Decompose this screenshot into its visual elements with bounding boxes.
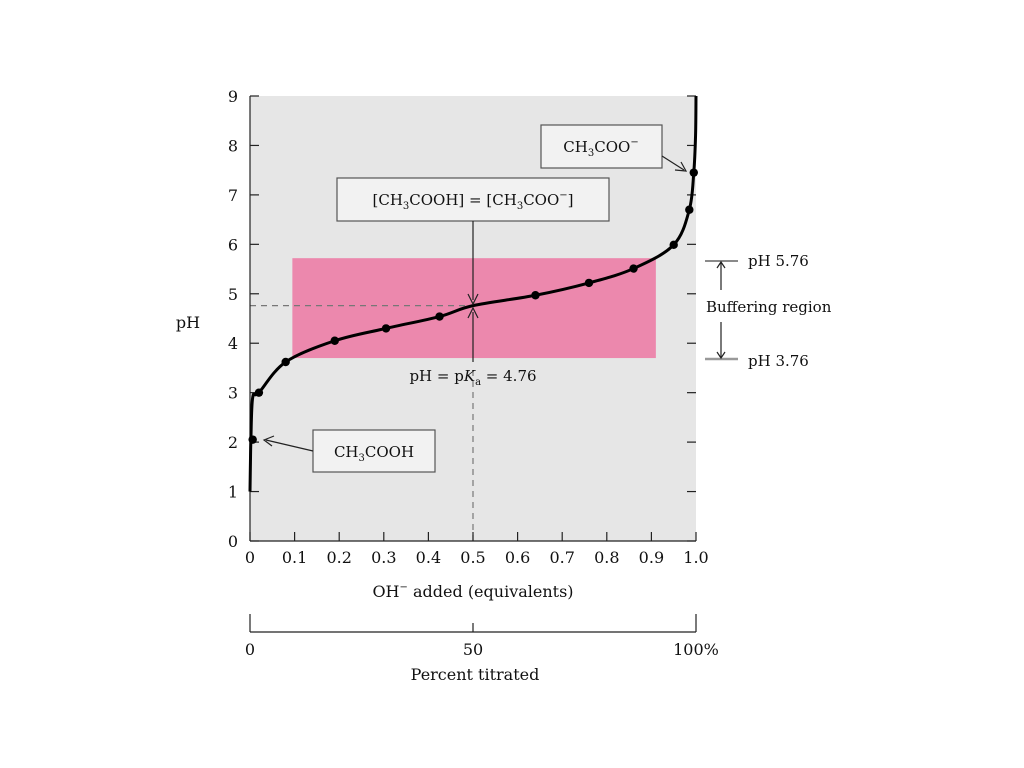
y-tick-label: 4 <box>228 334 238 353</box>
x-tick-label: 0.8 <box>594 548 619 567</box>
x-tick-label: 0.1 <box>282 548 307 567</box>
x-tick-label: 0.4 <box>416 548 441 567</box>
buffering-region-rect <box>292 258 656 359</box>
data-point <box>281 357 290 367</box>
y-tick-label: 0 <box>228 532 238 551</box>
equal-concentration-annotation: [CH3COOH] = [CH3COO−] <box>336 177 610 362</box>
x-tick-label: 0 <box>245 548 255 567</box>
pka-label: pH = pKa = 4.76 <box>409 367 536 388</box>
percent-tick-50: 50 <box>463 640 483 659</box>
data-point <box>669 240 678 250</box>
y-tick-label: 5 <box>228 285 238 304</box>
y-tick-label: 1 <box>228 483 238 502</box>
x-tick-label: 0.5 <box>460 548 485 567</box>
data-markers <box>248 168 698 444</box>
svg-text:CH3COO−: CH3COO− <box>563 137 638 159</box>
ph-upper-label: pH 5.76 <box>748 252 809 270</box>
x-axis-label: OH− added (equivalents) <box>372 582 573 601</box>
x-tick-label: 0.6 <box>505 548 530 567</box>
data-point <box>531 291 540 300</box>
data-point <box>254 388 264 397</box>
data-point <box>435 312 444 321</box>
x-tick-label: 0.3 <box>371 548 396 567</box>
percent-tick-100: 100% <box>673 640 719 659</box>
svg-text:[CH3COOH] = [CH3COO−]: [CH3COOH] = [CH3COO−] <box>372 190 573 212</box>
y-tick-label: 8 <box>228 136 238 155</box>
data-point <box>629 264 638 273</box>
buffering-bracket: pH 5.76 Buffering region pH 3.76 <box>705 252 832 370</box>
percent-tick-0: 0 <box>245 640 255 659</box>
percent-titrated-axis: 0 50 100% Percent titrated <box>245 614 719 684</box>
buffering-region-label: Buffering region <box>706 298 832 316</box>
ph-lower-label: pH 3.76 <box>748 352 809 370</box>
y-axis-label: pH <box>176 313 200 332</box>
acetic-acid-annotation: CH3COOH <box>262 429 436 473</box>
x-tick-label: 1.0 <box>683 548 708 567</box>
data-point <box>381 324 391 333</box>
svg-text:CH3COOH: CH3COOH <box>334 443 414 464</box>
acetate-annotation: CH3COO− <box>540 124 688 172</box>
data-point <box>685 205 694 214</box>
y-tick-label: 7 <box>228 186 238 205</box>
y-tick-label: 9 <box>228 87 238 106</box>
data-point <box>330 336 339 345</box>
data-point <box>584 278 594 288</box>
y-tick-label: 3 <box>228 384 238 403</box>
x-tick-label: 0.2 <box>326 548 351 567</box>
axis-tick-labels: 0 1 2 3 4 5 6 7 8 9 0 0.1 0.2 0.3 0.4 0.5 0.6 0.7 0.8 0.9 1.… <box>228 87 709 567</box>
data-point <box>689 168 698 177</box>
data-point <box>248 435 257 444</box>
y-tick-label: 2 <box>228 433 238 452</box>
y-tick-label: 6 <box>228 235 238 254</box>
percent-titrated-label: Percent titrated <box>411 665 540 684</box>
x-tick-label: 0.7 <box>549 548 574 567</box>
x-tick-label: 0.9 <box>639 548 664 567</box>
